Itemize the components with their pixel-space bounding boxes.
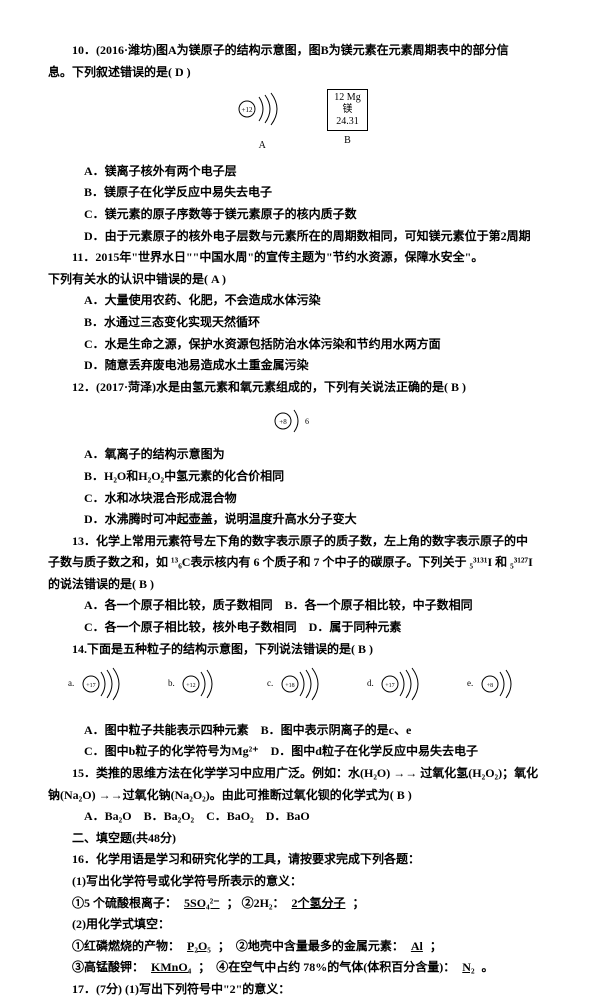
q10-opt-d: D．由于元素原子的核外电子层数与元素所在的周期数相同，可知镁元素位于第2周期 <box>48 226 547 248</box>
q16-1-sep: ； ②2H₂： <box>227 896 285 910</box>
cell-mid: 镁 <box>334 104 360 116</box>
svg-text:6: 6 <box>305 417 309 426</box>
q10-stem-b: 息。下列叙述错误的是( D ) <box>48 62 547 84</box>
q16-1-ans2: 2个氢分子 <box>288 896 350 910</box>
atom-icon: c. +18 <box>262 664 332 704</box>
q13-stem-a: 13．化学上常用元素符号左下角的数字表示原子的质子数，左上角的数字表示原子的中 <box>48 531 547 553</box>
q12-opt-b: B．H₂O和H₂O₂中氢元素的化合价相同 <box>48 466 547 488</box>
q12-opt-d: D．水沸腾时可冲起壶盖，说明温度升高水分子变大 <box>48 509 547 531</box>
q16-2-a: ①红磷燃烧的产物： <box>72 939 180 953</box>
q14-diagram: a. +17 b. +12 c. +18 d. +17 e. +8 <box>48 664 547 712</box>
q13-opt-a: A．各一个原子相比较，质子数相同 B．各一个原子相比较，中子数相同 <box>48 595 547 617</box>
svg-text:+8: +8 <box>487 683 493 689</box>
q12-opt-c: C．水和冰块混合形成混合物 <box>48 488 547 510</box>
svg-text:+12: +12 <box>186 683 195 689</box>
svg-text:+17: +17 <box>86 683 95 689</box>
q13-opt-b: C．各一个原子相比较，核外电子数相同 D．属于同种元素 <box>48 617 547 639</box>
q14-opt-b: C．图中b粒子的化学符号为Mg²⁺ D．图中d粒子在化学反应中易失去电子 <box>48 741 547 763</box>
svg-text:c.: c. <box>267 678 273 688</box>
q10-opt-b: B．镁原子在化学反应中易失去电子 <box>48 182 547 204</box>
cell-top: 12 Mg <box>334 92 360 104</box>
q16-3-ans2: N₂ <box>458 960 478 974</box>
q16-1-line: ①5 个硫酸根离子： 5SO₄²⁻ ； ②2H₂： 2个氢分子 ； <box>48 893 547 915</box>
periodic-cell: 12 Mg 镁 24.31 <box>327 89 367 131</box>
q16-3-line: ③高锰酸钾： KMnO₄ ； ④在空气中占约 78%的气体(体积百分含量)： N… <box>48 957 547 979</box>
atom-icon: a. +17 <box>63 664 133 704</box>
q10-opt-c: C．镁元素的原子序数等于镁元素原子的核内质子数 <box>48 204 547 226</box>
q11-opt-a: A．大量使用农药、化肥，不会造成水体污染 <box>48 290 547 312</box>
q12-stem: 12．(2017·菏泽)水是由氢元素和氧元素组成的，下列有关说法正确的是( B … <box>48 377 547 399</box>
q13-stem-c: 的说法错误的是( B ) <box>48 574 547 596</box>
q16-stem: 16．化学用语是学习和研究化学的工具，请按要求完成下列各题： <box>48 849 547 871</box>
q16-1-prefix: ①5 个硫酸根离子： <box>72 896 177 910</box>
svg-text:+8: +8 <box>279 418 287 426</box>
q10-label-b: B <box>327 132 367 150</box>
q16-3-b: ； ④在空气中占约 78%的气体(体积百分含量)： <box>198 960 455 974</box>
q16-1-end: ； <box>353 896 365 910</box>
cell-bot: 24.31 <box>334 116 360 128</box>
q16-2-b: ； ②地壳中含量最多的金属元素： <box>218 939 404 953</box>
q15-stem-a: 15．类推的思维方法在化学学习中应用广泛。例如：水(H₂O) →→ 过氧化氢(H… <box>48 763 547 785</box>
atom-icon: +12 <box>227 89 297 129</box>
q16-2: (2)用化学式填空： <box>48 914 547 936</box>
q14-opt-a: A．图中粒子共能表示四种元素 B．图中表示阴离子的是c、e <box>48 720 547 742</box>
q16-2-ans2: Al <box>407 939 427 953</box>
q11-opt-b: B．水通过三态变化实现天然循环 <box>48 312 547 334</box>
q15-opts: A．Ba₂O B．Ba₂O₂ C．BaO₂ D．BaO <box>48 806 547 828</box>
q16-3-a: ③高锰酸钾： <box>72 960 144 974</box>
svg-text:+18: +18 <box>286 683 295 689</box>
q16-2-c: ； <box>430 939 442 953</box>
q12-opt-a: A．氧离子的结构示意图为 <box>48 444 547 466</box>
q11-opt-c: C．水是生命之源，保护水资源包括防治水体污染和节约用水两方面 <box>48 334 547 356</box>
q16-3-c: 。 <box>482 960 494 974</box>
atom-icon: b. +12 <box>163 664 233 704</box>
q11-stem-b: 下列有关水的认识中错误的是( A ) <box>48 269 547 291</box>
q11-opt-d: D．随意丢弃废电池易造成水土重金属污染 <box>48 355 547 377</box>
q10-label-a: A <box>227 137 297 155</box>
q16-1-ans1: 5SO₄²⁻ <box>180 896 224 910</box>
svg-text:b.: b. <box>168 678 175 688</box>
q10-stem-a: 10．(2016·潍坊)图A为镁原子的结构示意图，图B为镁元素在元素周期表中的部… <box>48 40 547 62</box>
q10-diagram: +12 A 12 Mg 镁 24.31 B <box>48 89 547 155</box>
q16-2-ans1: P₂O₅ <box>183 939 215 953</box>
q10-opt-a: A．镁离子核外有两个电子层 <box>48 161 547 183</box>
svg-text:+12: +12 <box>242 106 253 114</box>
svg-text:e.: e. <box>467 678 473 688</box>
q16-2-line: ①红磷燃烧的产物： P₂O₅ ； ②地壳中含量最多的金属元素： Al ； <box>48 936 547 958</box>
atom-icon: d. +17 <box>362 664 432 704</box>
sec2-title: 二、填空题(共48分) <box>48 828 547 850</box>
q16-1: (1)写出化学符号或化学符号所表示的意义： <box>48 871 547 893</box>
svg-text:a.: a. <box>68 678 74 688</box>
atom-icon: e. +8 <box>462 664 532 704</box>
q16-3-ans1: KMnO₄ <box>147 960 195 974</box>
q17: 17．(7分) (1)写出下列符号中"2"的意义： <box>48 979 547 1001</box>
q12-diagram: +8 6 <box>48 404 547 438</box>
q13-stem-b: 子数与质子数之和，如 ¹³₆C表示核内有 6 个质子和 7 个中子的碳原子。下列… <box>48 552 547 574</box>
q11-stem-a: 11．2015年"世界水日""中国水周"的宣传主题为"节约水资源，保障水安全"。 <box>48 247 547 269</box>
svg-text:+17: +17 <box>386 683 395 689</box>
q15-stem-b: 钠(Na₂O) →→过氧化钠(Na₂O₂)。由此可推断过氧化钡的化学式为( B … <box>48 785 547 807</box>
q14-stem: 14.下面是五种粒子的结构示意图，下列说法错误的是( B ) <box>48 639 547 661</box>
svg-text:d.: d. <box>367 678 374 688</box>
atom-icon: +8 6 <box>268 404 328 438</box>
